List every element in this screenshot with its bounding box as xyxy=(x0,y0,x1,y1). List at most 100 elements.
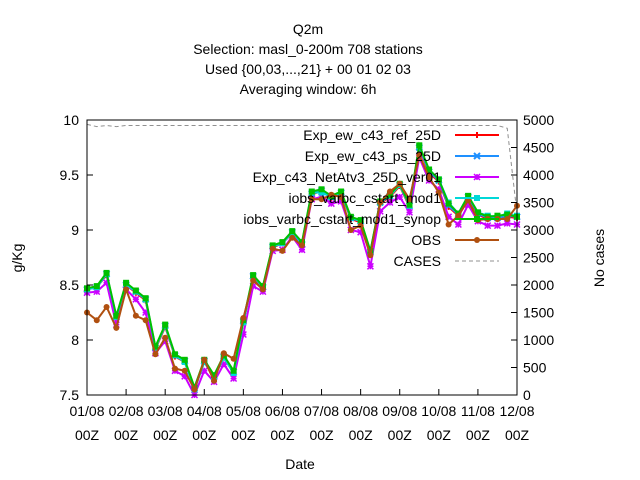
data-point xyxy=(377,199,384,206)
data-point xyxy=(259,286,266,293)
data-point xyxy=(445,221,452,228)
legend: Exp_ew_c43_ref_25D Exp_ew_c43_ps_25D Exp_c… xyxy=(243,127,499,269)
data-point xyxy=(376,207,384,215)
series-6 xyxy=(84,152,520,393)
data-point xyxy=(123,286,130,293)
data-point xyxy=(200,367,208,375)
data-point xyxy=(308,188,315,195)
y2-tick-label: 3000 xyxy=(523,222,554,238)
data-point xyxy=(338,194,345,200)
data-point xyxy=(338,188,345,195)
data-point xyxy=(191,386,198,393)
y2-tick-label: 2000 xyxy=(523,277,554,293)
y-tick-label: 9 xyxy=(71,222,79,238)
x-tick-time-label: 00Z xyxy=(349,427,374,443)
data-point xyxy=(132,287,139,294)
data-point xyxy=(386,198,394,207)
data-point xyxy=(504,216,511,222)
legend-label: Exp_c43_NetAtv3_25D_ver01 xyxy=(253,169,442,185)
plot-frame xyxy=(86,119,518,396)
y2-tick-label: 500 xyxy=(523,360,547,376)
data-point xyxy=(250,277,257,284)
data-point xyxy=(327,200,335,208)
data-point xyxy=(239,330,247,339)
data-point xyxy=(230,355,237,362)
legend-label: Exp_ew_c43_ref_25D xyxy=(303,127,441,143)
data-point xyxy=(103,304,110,310)
x-tick-date-label: 06/08 xyxy=(265,403,300,419)
data-point xyxy=(279,239,286,246)
x-axis-label: Date xyxy=(285,456,315,472)
y-tick-label: 8.5 xyxy=(60,277,80,293)
data-point xyxy=(142,295,149,302)
data-point xyxy=(152,343,159,350)
data-point xyxy=(426,166,433,173)
y2-tick-label: 4500 xyxy=(523,140,554,156)
data-point xyxy=(435,185,443,193)
title-line-3: Used {00,03,...,21} + 00 01 02 03 xyxy=(205,61,411,77)
data-point xyxy=(435,176,442,183)
data-point xyxy=(386,191,393,198)
y2-tick-label: 3500 xyxy=(523,195,554,211)
data-point xyxy=(357,222,364,229)
x-tick-time-label: 00Z xyxy=(270,427,295,443)
data-point xyxy=(406,196,413,203)
data-point xyxy=(366,262,374,270)
data-point xyxy=(93,288,101,296)
legend-marker xyxy=(474,216,480,222)
data-point xyxy=(181,372,189,380)
data-point xyxy=(171,351,178,358)
legend-label: iobs_varbc_cstart_mod1 xyxy=(288,190,441,206)
data-point xyxy=(230,374,238,383)
data-point xyxy=(211,377,218,384)
data-point xyxy=(201,356,208,363)
x-tick-date-label: 02/08 xyxy=(109,403,144,419)
data-point xyxy=(484,222,492,230)
data-point xyxy=(396,180,403,187)
data-point xyxy=(142,317,149,324)
data-point xyxy=(357,228,365,236)
x-tick-date-label: 08/08 xyxy=(343,403,378,419)
data-point xyxy=(93,283,100,290)
data-point xyxy=(152,351,159,358)
data-point xyxy=(132,312,139,319)
x-tick-date-label: 03/08 xyxy=(148,403,183,419)
data-point xyxy=(337,197,345,205)
data-point xyxy=(493,222,501,230)
data-point xyxy=(465,192,472,199)
x-tick-time-label: 00Z xyxy=(192,427,217,443)
y-tick-label: 8 xyxy=(71,332,79,348)
y2-axis-label: No cases xyxy=(591,229,607,287)
data-point xyxy=(162,334,169,341)
y2-tick-label: 5000 xyxy=(523,112,554,128)
data-point xyxy=(416,142,423,149)
data-point xyxy=(279,247,286,254)
data-point xyxy=(211,372,218,379)
x-tick-time-label: 00Z xyxy=(153,427,178,443)
x-tick-date-label: 09/08 xyxy=(382,403,417,419)
legend-marker xyxy=(473,173,481,181)
legend-marker xyxy=(474,237,480,243)
legend-marker xyxy=(474,132,480,138)
data-point xyxy=(464,201,472,209)
data-point xyxy=(347,213,354,220)
data-point xyxy=(132,295,140,303)
data-point xyxy=(103,279,111,287)
y-tick-label: 9.5 xyxy=(60,167,80,183)
x-tick-time-label: 00Z xyxy=(505,427,530,443)
data-point xyxy=(405,208,414,216)
x-tick-date-label: 05/08 xyxy=(226,403,261,419)
data-point xyxy=(396,193,404,201)
y2-tick-label: 2500 xyxy=(523,250,554,266)
y-axis-label: g/Kg xyxy=(9,244,25,273)
data-point xyxy=(386,188,393,195)
y2-tick-label: 4000 xyxy=(523,167,554,183)
x-tick-date-label: 04/08 xyxy=(187,403,222,419)
data-point xyxy=(113,324,120,331)
data-point xyxy=(425,176,433,185)
data-point xyxy=(474,209,481,216)
data-point xyxy=(445,200,452,207)
data-point xyxy=(240,315,247,321)
x-tick-date-label: 11/08 xyxy=(461,403,495,419)
legend-marker xyxy=(473,152,481,160)
